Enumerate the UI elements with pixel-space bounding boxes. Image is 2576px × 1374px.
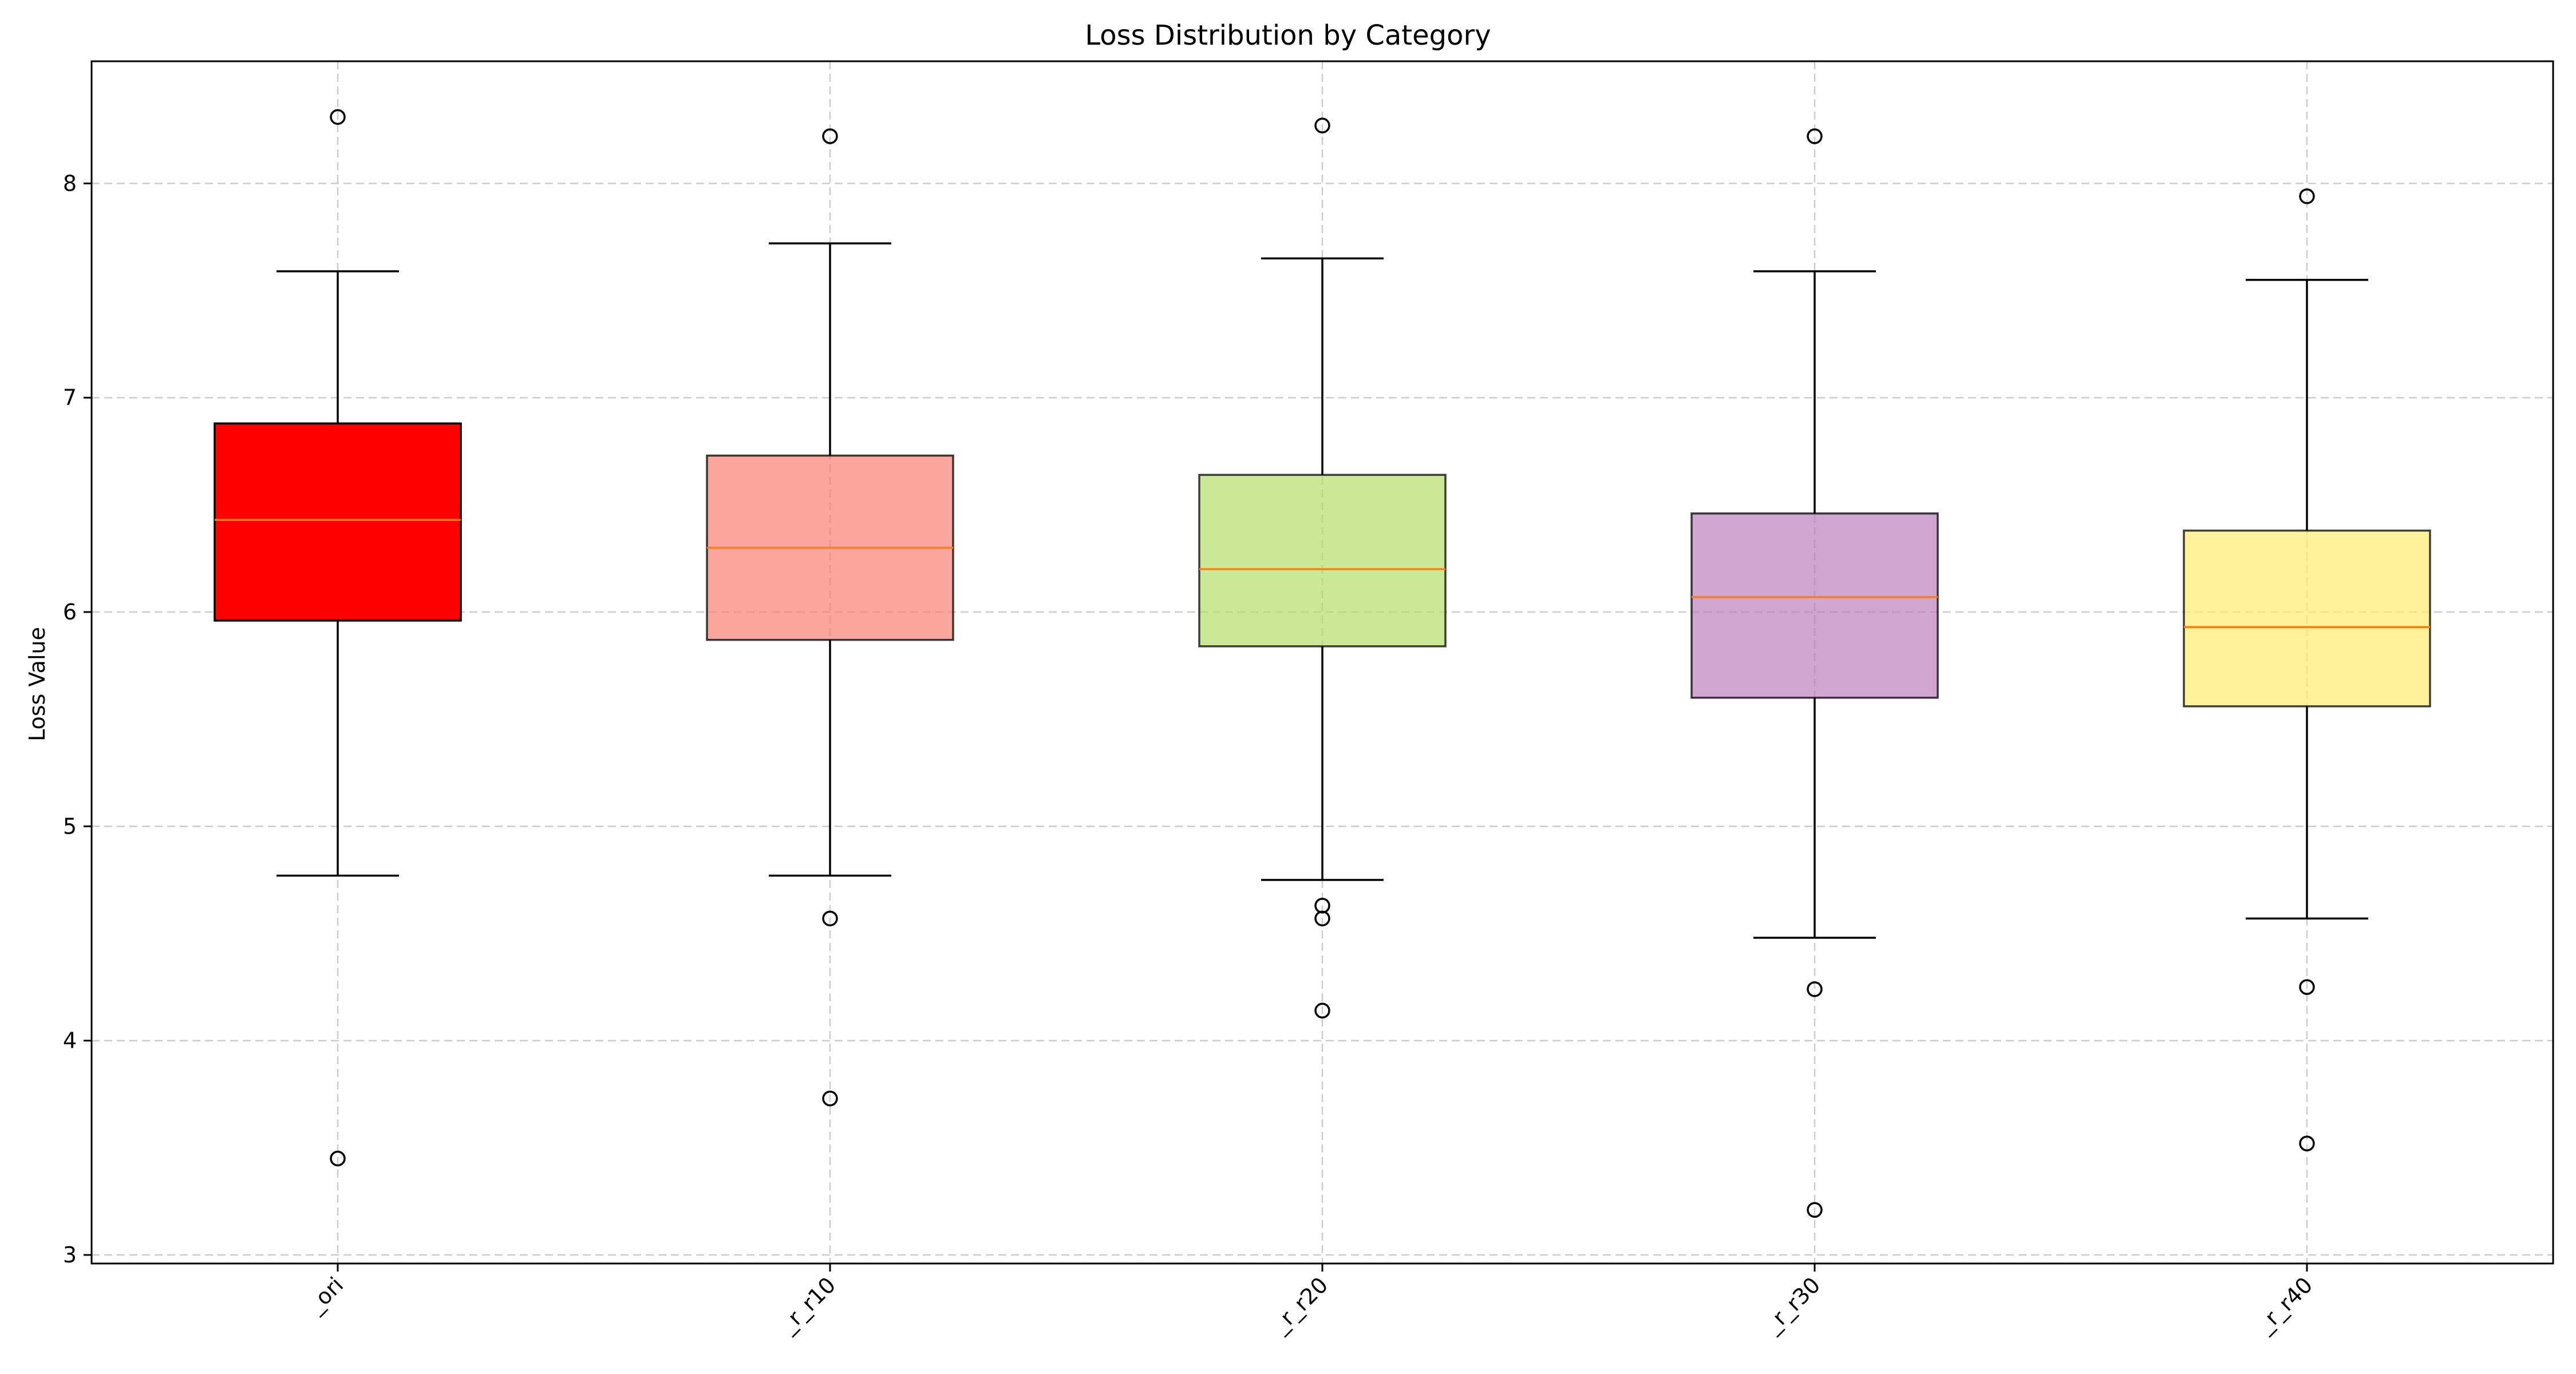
x-tick-label: _r_r30	[1759, 1272, 1825, 1338]
outlier-point	[2299, 979, 2315, 995]
iqr-box	[1690, 512, 1939, 699]
x-tick-label: _ori	[302, 1272, 348, 1318]
iqr-box	[2183, 530, 2431, 708]
x-tick-label: _r_r20	[1267, 1272, 1333, 1338]
boxes-layer	[214, 109, 2431, 1218]
outlier-point	[1314, 1002, 1330, 1019]
box-group-r_r10	[706, 128, 954, 1107]
box-group-r_r40	[2183, 188, 2431, 1152]
outlier-point	[330, 1150, 346, 1167]
outlier-point	[822, 910, 838, 927]
box-group-r_r30	[1690, 128, 1939, 1218]
outlier-point	[330, 109, 346, 125]
x-tick-label: _r_r40	[2251, 1272, 2317, 1338]
chart-title: Loss Distribution by Category	[1085, 19, 1491, 52]
outlier-point	[1807, 1202, 1823, 1218]
grid-lines	[92, 61, 2553, 1264]
outlier-point	[1314, 117, 1330, 134]
iqr-box	[214, 422, 462, 622]
outlier-point	[1314, 910, 1330, 927]
outlier-point	[1807, 981, 1823, 997]
axes-layer: 3 4 5 6 7 8 _ori _r_r10 _r_r20 _r_r30 _r_r40	[63, 171, 2318, 1338]
y-tick-label: 5	[63, 814, 77, 839]
outlier-point	[2299, 188, 2315, 204]
y-tick-label: 4	[63, 1028, 77, 1053]
box-group-ori	[214, 109, 462, 1167]
box-group-r_r20	[1198, 117, 1447, 1019]
outlier-point	[822, 1091, 838, 1107]
y-tick-label: 6	[63, 599, 77, 625]
outlier-point	[1807, 128, 1823, 144]
y-axis-label: Loss Value	[25, 627, 50, 741]
outlier-point	[822, 128, 838, 144]
x-tick-label: _r_r10	[775, 1272, 840, 1338]
outlier-point	[2299, 1135, 2315, 1152]
iqr-box	[1198, 473, 1447, 647]
y-tick-label: 8	[63, 171, 77, 196]
y-tick-label: 3	[63, 1242, 77, 1268]
y-tick-label: 7	[63, 385, 77, 410]
